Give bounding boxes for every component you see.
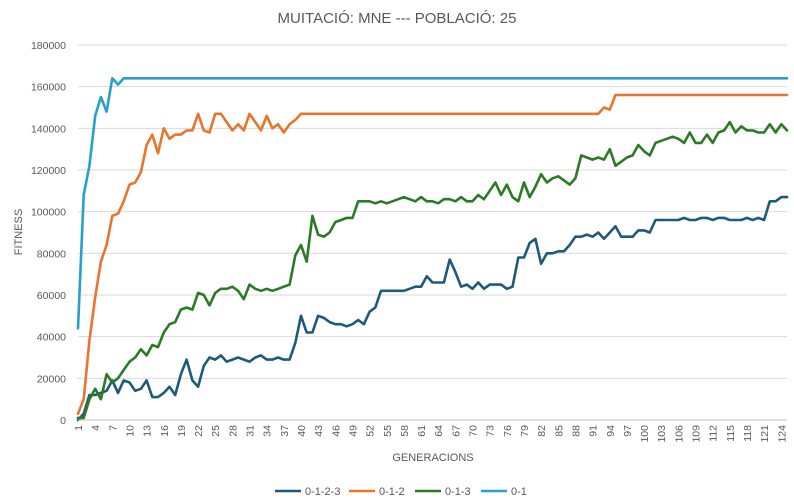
x-tick-label: 37 [279, 425, 291, 437]
legend: 0-1-2-3 0-1-2 0-1-3 0-1 [275, 486, 527, 498]
x-tick-label: 4 [90, 425, 102, 431]
x-tick-label: 34 [262, 425, 274, 437]
y-tick-label: 60000 [37, 290, 66, 302]
x-tick-label: 7 [107, 425, 119, 431]
x-tick-label: 31 [245, 425, 257, 437]
series-lines [76, 77, 789, 422]
x-tick-label: 10 [124, 425, 136, 437]
x-axis-title: GENERACIONS [392, 452, 473, 464]
series-line-0-1-2 [76, 93, 789, 416]
x-tick-label: 115 [725, 425, 737, 442]
x-tick-label: 109 [691, 425, 703, 443]
x-tick-label: 124 [776, 425, 788, 443]
x-tick-label: 55 [382, 425, 394, 437]
x-tick-label: 112 [708, 425, 720, 442]
series-line-0-1-2-3 [76, 195, 789, 422]
x-tick-label: 82 [536, 425, 548, 437]
y-tick-label: 180000 [31, 40, 66, 52]
x-tick-label: 85 [553, 425, 565, 437]
chart-title: MUITACIÓ: MNE --- POBLACIÓ: 25 [278, 10, 517, 27]
x-tick-label: 25 [210, 425, 222, 437]
series-line-0-1 [76, 77, 789, 330]
x-tick-label: 91 [588, 425, 600, 437]
x-tick-label: 13 [142, 425, 154, 437]
y-tick-label: 160000 [31, 82, 66, 94]
x-tick-label: 58 [399, 425, 411, 437]
y-tick-label: 140000 [31, 123, 66, 135]
y-tick-label: 0 [60, 415, 66, 427]
x-tick-label: 67 [450, 425, 462, 437]
x-tick-label: 1 [73, 425, 85, 431]
x-tick-label: 40 [296, 425, 308, 437]
x-tick-label: 88 [570, 425, 582, 437]
x-tick-label: 46 [330, 425, 342, 437]
x-tick-label: 76 [502, 425, 514, 437]
legend-label-0-1-2-3: 0-1-2-3 [305, 486, 340, 498]
series-line-0-1-3 [76, 120, 789, 420]
x-tick-label: 52 [365, 425, 377, 437]
x-tick-label: 106 [673, 425, 685, 443]
x-tick-label: 118 [742, 425, 754, 442]
x-tick-label: 28 [227, 425, 239, 437]
x-tick-label: 121 [759, 425, 771, 443]
x-tick-label: 22 [193, 425, 205, 437]
legend-label-0-1-3: 0-1-3 [445, 486, 471, 498]
x-tick-label: 97 [622, 425, 634, 437]
x-axis-ticks: 1 4 7 10 13 16 19 22 25 28 31 34 37 40 43 46 49 52 55 58 61 6… [73, 425, 788, 443]
y-tick-label: 120000 [31, 165, 66, 177]
legend-label-0-1-2: 0-1-2 [379, 486, 405, 498]
x-tick-label: 64 [433, 425, 445, 437]
legend-label-0-1: 0-1 [511, 486, 527, 498]
x-tick-label: 100 [639, 425, 651, 443]
y-axis-title: FITNESS [13, 209, 25, 255]
x-tick-label: 79 [519, 425, 531, 437]
x-tick-label: 94 [605, 425, 617, 437]
x-tick-label: 73 [485, 425, 497, 437]
x-tick-label: 70 [468, 425, 480, 437]
x-tick-label: 49 [347, 425, 359, 437]
x-tick-label: 43 [313, 425, 325, 437]
x-tick-label: 16 [159, 425, 171, 437]
x-tick-label: 103 [656, 425, 668, 443]
y-tick-label: 20000 [37, 373, 66, 385]
y-tick-label: 40000 [37, 332, 66, 344]
y-tick-label: 100000 [31, 207, 66, 219]
y-axis-ticks: 0 20000 40000 60000 80000 100000 120000 140000 1… [31, 40, 66, 427]
y-tick-label: 80000 [37, 248, 66, 260]
x-tick-label: 61 [416, 425, 428, 437]
x-tick-label: 19 [176, 425, 188, 437]
